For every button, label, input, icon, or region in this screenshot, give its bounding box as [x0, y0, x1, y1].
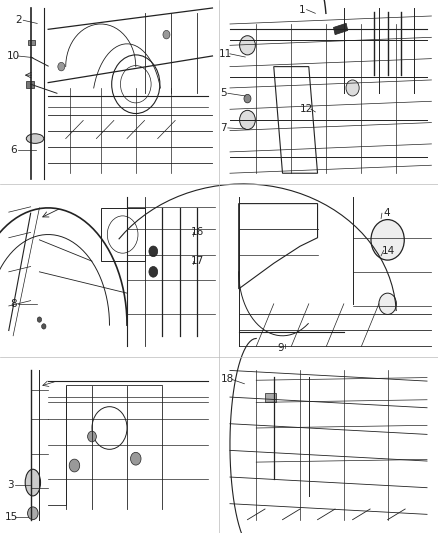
Circle shape: [240, 110, 255, 130]
Text: 3: 3: [7, 480, 14, 490]
Bar: [28, 40, 35, 45]
Bar: [101, 208, 145, 261]
Circle shape: [42, 324, 46, 329]
Text: 18: 18: [221, 375, 234, 384]
Text: 14: 14: [381, 246, 395, 255]
Circle shape: [149, 246, 158, 257]
Text: 4: 4: [383, 208, 390, 218]
Text: 10: 10: [7, 51, 20, 61]
Ellipse shape: [26, 134, 44, 143]
Text: 16: 16: [191, 227, 204, 237]
Circle shape: [346, 80, 359, 96]
Circle shape: [131, 453, 141, 465]
Text: 2: 2: [15, 15, 22, 25]
Text: 5: 5: [220, 88, 227, 98]
Circle shape: [240, 36, 255, 55]
Text: 6: 6: [10, 146, 17, 155]
Text: 11: 11: [219, 49, 232, 59]
Text: 15: 15: [4, 512, 18, 522]
Text: 8: 8: [10, 299, 17, 309]
Bar: [265, 393, 276, 402]
Circle shape: [88, 431, 96, 442]
Text: 12: 12: [300, 104, 313, 114]
Text: 7: 7: [220, 123, 227, 133]
Circle shape: [244, 94, 251, 103]
Bar: [26, 81, 34, 88]
Bar: [333, 23, 348, 35]
Circle shape: [149, 266, 158, 277]
Circle shape: [58, 62, 65, 71]
Circle shape: [371, 220, 404, 260]
Text: 9: 9: [277, 343, 284, 352]
Text: 17: 17: [191, 256, 204, 266]
Circle shape: [163, 30, 170, 39]
Circle shape: [37, 317, 42, 322]
Circle shape: [28, 507, 38, 520]
Circle shape: [379, 293, 396, 314]
Circle shape: [69, 459, 80, 472]
Text: 1: 1: [299, 5, 306, 14]
Ellipse shape: [25, 469, 40, 496]
